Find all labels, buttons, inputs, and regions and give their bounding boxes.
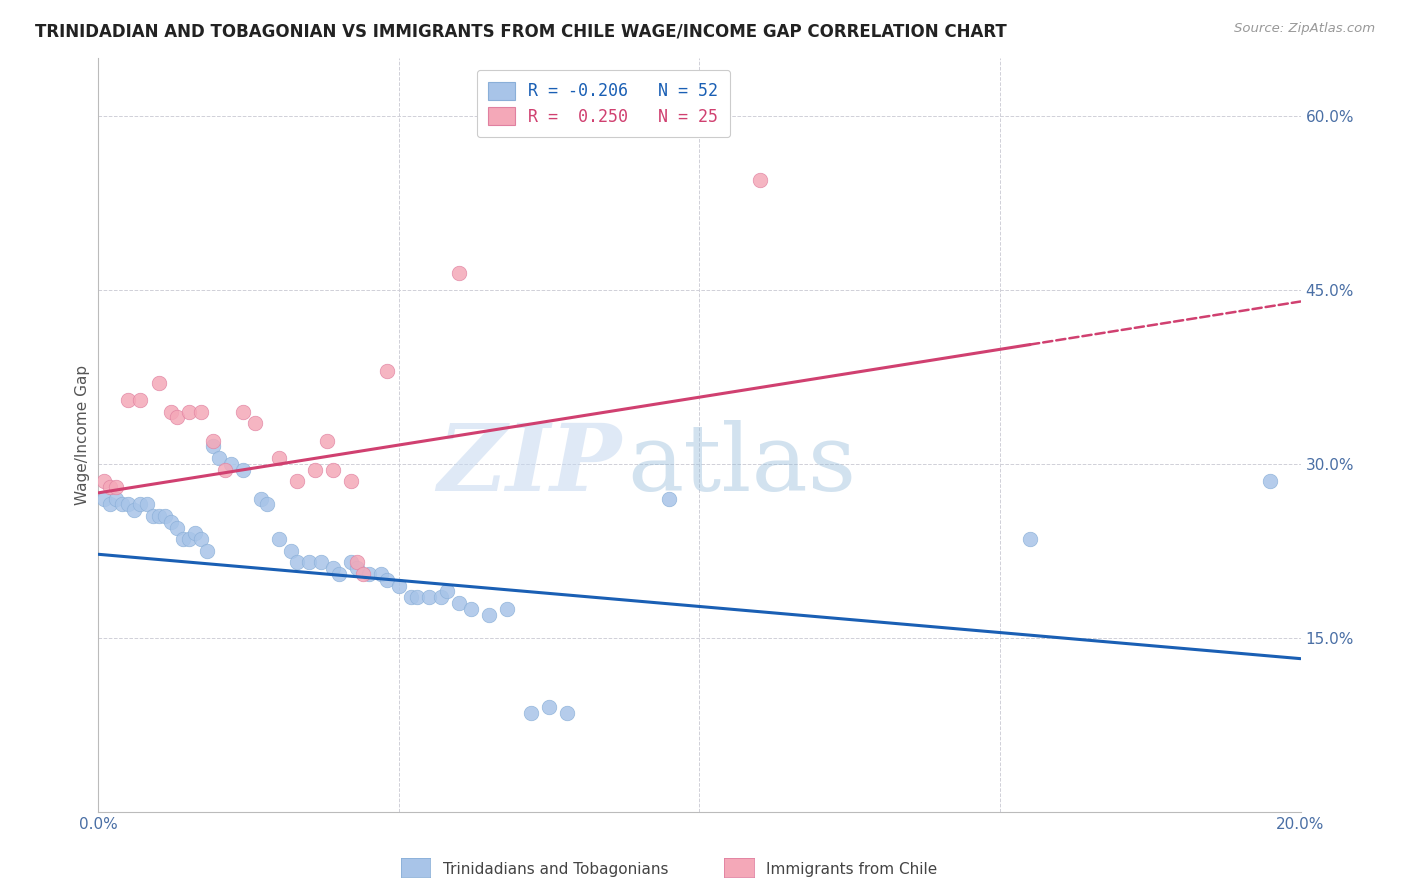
Point bbox=[232, 462, 254, 476]
Point bbox=[183, 526, 205, 541]
Point bbox=[340, 475, 363, 489]
Point bbox=[190, 405, 212, 419]
Point bbox=[520, 706, 543, 721]
Point bbox=[478, 607, 501, 622]
Point bbox=[129, 392, 152, 407]
Point bbox=[100, 498, 122, 512]
Point bbox=[111, 498, 134, 512]
Point bbox=[219, 457, 242, 471]
Point bbox=[166, 410, 188, 425]
Point bbox=[129, 498, 152, 512]
Point bbox=[1260, 475, 1282, 489]
Point bbox=[460, 602, 482, 616]
Point bbox=[748, 173, 770, 187]
Point bbox=[267, 532, 290, 546]
Point bbox=[166, 521, 188, 535]
Point bbox=[208, 451, 231, 466]
Y-axis label: Wage/Income Gap: Wage/Income Gap bbox=[75, 365, 90, 505]
Point bbox=[447, 266, 470, 280]
Point bbox=[172, 532, 194, 546]
Text: Trinidadians and Tobagonians: Trinidadians and Tobagonians bbox=[443, 863, 668, 877]
Text: Source: ZipAtlas.com: Source: ZipAtlas.com bbox=[1234, 22, 1375, 36]
Point bbox=[298, 555, 321, 570]
Point bbox=[153, 508, 176, 523]
Point bbox=[267, 451, 290, 466]
Point bbox=[285, 555, 308, 570]
Point bbox=[375, 573, 398, 587]
Point bbox=[249, 491, 271, 506]
Point bbox=[177, 532, 200, 546]
Point bbox=[124, 503, 146, 517]
Point bbox=[340, 555, 363, 570]
Point bbox=[658, 491, 681, 506]
Point bbox=[195, 544, 218, 558]
Point bbox=[214, 462, 236, 476]
Point bbox=[322, 462, 344, 476]
Point bbox=[357, 567, 380, 582]
Text: ZIP: ZIP bbox=[437, 420, 621, 510]
Point bbox=[352, 567, 374, 582]
Point bbox=[105, 491, 128, 506]
Point bbox=[496, 602, 519, 616]
Text: TRINIDADIAN AND TOBAGONIAN VS IMMIGRANTS FROM CHILE WAGE/INCOME GAP CORRELATION : TRINIDADIAN AND TOBAGONIAN VS IMMIGRANTS… bbox=[35, 22, 1007, 40]
Point bbox=[285, 475, 308, 489]
Point bbox=[322, 561, 344, 575]
Point bbox=[328, 567, 350, 582]
Text: Immigrants from Chile: Immigrants from Chile bbox=[766, 863, 938, 877]
Point bbox=[447, 596, 470, 610]
Point bbox=[436, 584, 458, 599]
Point bbox=[256, 498, 278, 512]
Point bbox=[177, 405, 200, 419]
Point bbox=[201, 440, 224, 454]
Point bbox=[148, 376, 170, 390]
Point bbox=[399, 591, 422, 605]
Point bbox=[93, 475, 115, 489]
Point bbox=[388, 579, 411, 593]
Text: atlas: atlas bbox=[627, 420, 856, 510]
Point bbox=[406, 591, 429, 605]
Point bbox=[538, 700, 561, 714]
Point bbox=[232, 405, 254, 419]
Point bbox=[135, 498, 157, 512]
Point bbox=[1019, 532, 1042, 546]
Point bbox=[100, 480, 122, 494]
Point bbox=[141, 508, 163, 523]
Point bbox=[105, 480, 128, 494]
Point bbox=[346, 561, 368, 575]
Point bbox=[346, 555, 368, 570]
Point bbox=[280, 544, 302, 558]
Point bbox=[430, 591, 453, 605]
Point bbox=[190, 532, 212, 546]
Point bbox=[159, 405, 181, 419]
Point bbox=[370, 567, 392, 582]
Point bbox=[243, 416, 266, 431]
Point bbox=[418, 591, 440, 605]
Point bbox=[117, 392, 139, 407]
Point bbox=[555, 706, 578, 721]
Point bbox=[93, 491, 115, 506]
Point bbox=[159, 515, 181, 529]
Point bbox=[201, 434, 224, 448]
Point bbox=[304, 462, 326, 476]
Legend: R = -0.206   N = 52, R =  0.250   N = 25: R = -0.206 N = 52, R = 0.250 N = 25 bbox=[477, 70, 730, 137]
Point bbox=[117, 498, 139, 512]
Point bbox=[315, 434, 337, 448]
Point bbox=[309, 555, 332, 570]
Point bbox=[375, 364, 398, 378]
Point bbox=[148, 508, 170, 523]
